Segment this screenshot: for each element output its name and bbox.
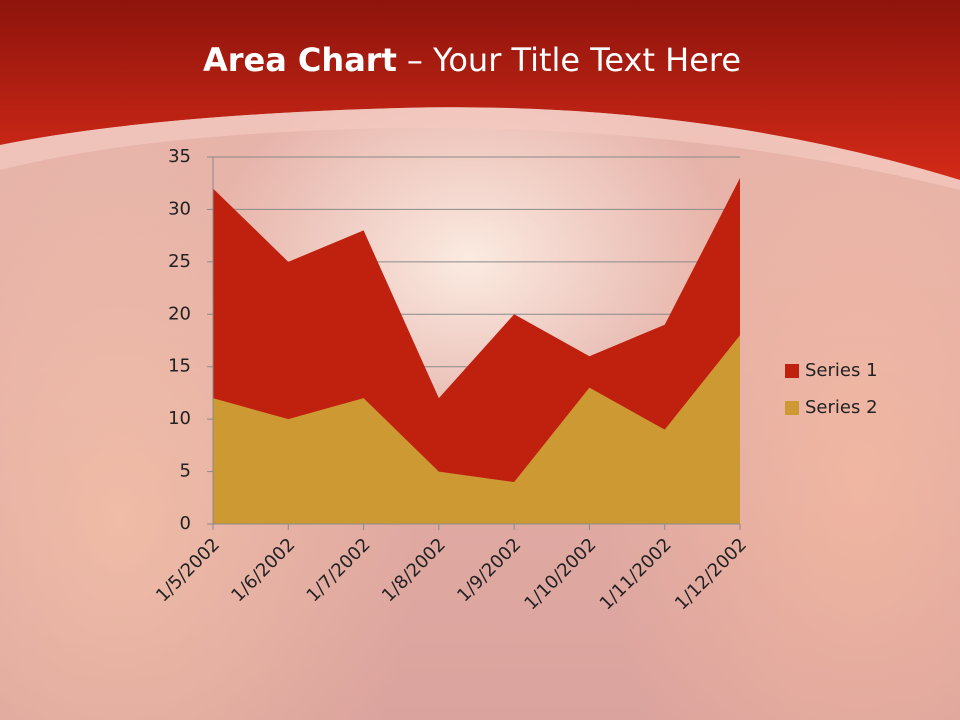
legend-label: Series 2 [805,397,878,418]
y-tick-label: 5 [180,461,191,482]
y-tick-label: 0 [180,513,191,534]
x-tick-label: 1/9/2002 [453,534,525,606]
y-tick-label: 25 [168,251,191,272]
y-tick-label: 30 [168,198,191,219]
y-tick-label: 15 [168,356,191,377]
x-tick-label: 1/12/2002 [671,534,751,614]
x-tick-label: 1/8/2002 [378,534,450,606]
legend-label: Series 1 [805,360,878,381]
area [213,335,740,524]
title-bold: Area Chart [203,41,397,79]
x-tick-label: 1/7/2002 [303,534,375,606]
legend-swatch [785,364,799,378]
chart-title: Area Chart – Your Title Text Here [203,41,741,79]
header-arc [0,107,960,190]
header-band [0,0,960,180]
y-tick-label: 20 [168,303,191,324]
y-tick-label: 35 [168,146,191,167]
x-tick-label: 1/10/2002 [520,534,600,614]
x-tick-label: 1/5/2002 [152,534,224,606]
x-tick-label: 1/6/2002 [227,534,299,606]
legend-swatch [785,401,799,415]
title-rest: – Your Title Text Here [407,41,741,79]
x-tick-label: 1/11/2002 [596,534,676,614]
y-tick-label: 10 [168,408,191,429]
